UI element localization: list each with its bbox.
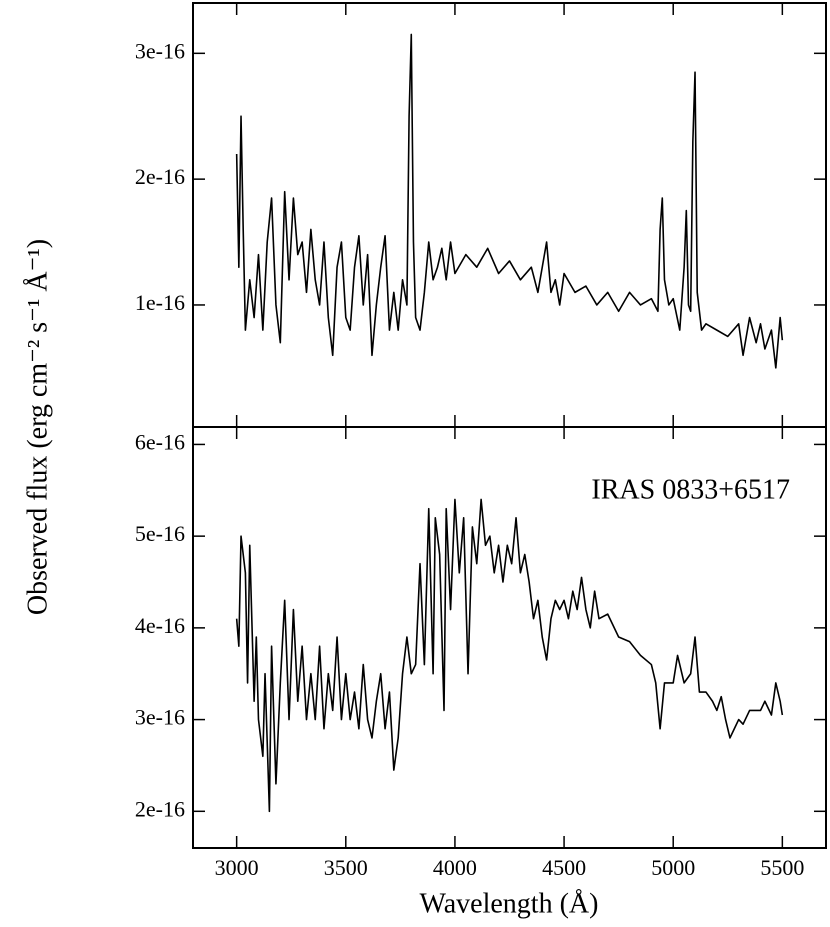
y-tick-label: 2e-16	[135, 164, 185, 189]
y-axis-label: Observed flux (erg cm⁻² s⁻¹ Å⁻¹)	[22, 239, 53, 615]
x-tick-label: 5000	[651, 855, 695, 880]
x-tick-label: 3000	[215, 855, 259, 880]
y-tick-label: 4e-16	[135, 613, 185, 638]
panel-frame	[192, 426, 827, 849]
y-tick-label: 5e-16	[135, 521, 185, 546]
y-tick-label: 3e-16	[135, 705, 185, 730]
x-axis-label: Wavelength (Å)	[420, 888, 599, 919]
spectrum-line	[235, 33, 784, 369]
x-tick-label: 5500	[760, 855, 804, 880]
x-tick-label: 4500	[542, 855, 586, 880]
y-tick-label: 6e-16	[135, 429, 185, 454]
spectrum-line	[235, 498, 784, 813]
annotation: IRAS 0833+6517	[591, 474, 790, 505]
y-tick-label: 1e-16	[135, 290, 185, 315]
x-tick-label: 3500	[324, 855, 368, 880]
panel-frame	[192, 2, 827, 428]
y-tick-label: 2e-16	[135, 796, 185, 821]
x-tick-label: 4000	[433, 855, 477, 880]
y-tick-label: 3e-16	[135, 38, 185, 63]
